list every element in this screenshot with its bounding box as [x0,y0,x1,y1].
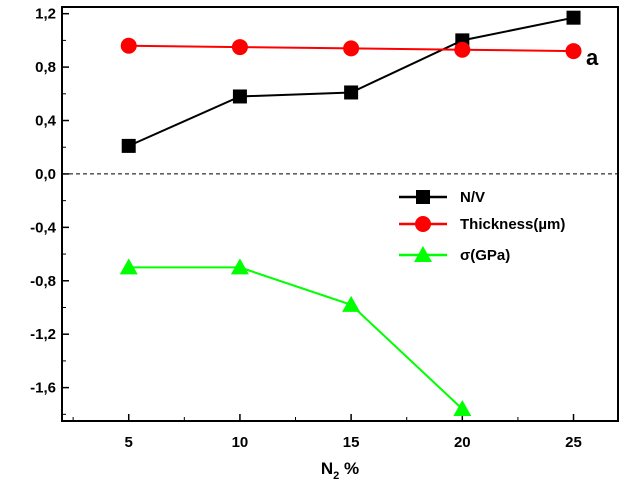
series-square [121,10,581,153]
data-point-square [344,85,359,100]
legend-item-triangle: σ(GPa) [399,246,510,264]
y-tick-label: 1,2 [35,6,56,23]
x-tick-label: 5 [125,434,133,451]
legend: N/V Thickness(µm) σ(GPa) [399,189,565,264]
x-axis-title-subscript: 2 [333,470,339,482]
y-tick-label: -0,8 [30,273,56,290]
series-group [119,10,582,416]
data-point-square [566,10,581,25]
legend-marker-triangle [414,246,432,262]
data-point-triangle [230,258,249,275]
x-tick-label: 20 [454,434,471,451]
series-circle [120,37,582,60]
data-point-triangle [342,295,361,312]
legend-label-circle: Thickness(µm) [460,216,565,233]
y-tick-label: -1,2 [30,326,56,343]
x-axis-title-suffix: % [339,459,359,478]
y-tick-label: -1,6 [30,380,56,397]
data-point-circle [454,41,471,58]
series-line-square [128,16,574,147]
legend-label-triangle: σ(GPa) [460,247,510,264]
data-point-circle [565,43,582,60]
y-tick-label: 0,4 [35,113,57,130]
legend-label-square: N/V [460,189,485,206]
data-point-square [232,89,247,104]
x-tick-label: 15 [343,434,360,451]
y-axis-ticks: -1,6 -1,2 -0,8 -0,4 0,0 0,4 0,8 1,2 [30,6,69,415]
plot-frame [61,6,619,422]
data-point-triangle [453,399,472,416]
data-point-circle [120,37,137,54]
data-point-circle [231,39,248,56]
series-triangle [119,258,472,416]
y-tick-label: 0,8 [35,59,56,76]
legend-marker-square [416,190,430,204]
y-tick-label: 0,0 [35,166,56,183]
data-point-circle [343,40,360,57]
data-point-triangle [119,258,138,275]
legend-item-circle: Thickness(µm) [399,216,565,233]
x-axis-ticks: 5 10 15 20 25 [72,414,582,451]
series-line-triangle [128,266,464,410]
panel-label: a [586,45,599,70]
legend-item-square: N/V [399,189,485,206]
x-axis-title-main: N [321,459,333,478]
y-tick-label: -0,4 [30,219,57,236]
x-tick-label: 25 [565,434,582,451]
x-tick-label: 10 [232,434,249,451]
legend-marker-circle [415,216,431,232]
x-axis-title: N2 % [321,459,359,482]
data-point-square [121,138,136,153]
